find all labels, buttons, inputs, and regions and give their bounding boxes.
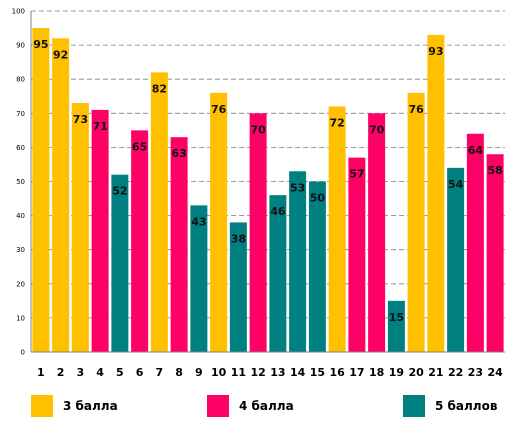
x-tick-label: 5 <box>116 366 124 379</box>
x-tick-label: 2 <box>57 366 65 379</box>
x-axis: 1 2 3 4 5 6 7 8 9 10 11 12 13 14 15 16 17 18 19 20 21 22 23 24 <box>31 351 505 379</box>
x-tick-label: 8 <box>175 366 183 379</box>
bar-15 <box>308 181 326 352</box>
bar-23 <box>466 133 484 352</box>
y-tick-label: 20 <box>16 280 25 288</box>
data-label-3: 73 <box>73 113 88 126</box>
data-label-10: 76 <box>211 103 227 116</box>
data-label-14: 53 <box>290 181 305 194</box>
legend-item-5: 5 баллов <box>403 394 497 418</box>
gridlines <box>31 10 505 319</box>
data-label-13: 46 <box>270 205 286 218</box>
x-tick-label: 16 <box>329 366 345 379</box>
legend-item-4: 4 балла <box>207 394 294 418</box>
bar-16 <box>328 106 346 352</box>
bar-6 <box>131 130 149 352</box>
bar-14 <box>289 171 307 352</box>
bar-22 <box>447 167 465 352</box>
bar-17 <box>348 157 366 352</box>
x-tick-label: 20 <box>408 366 424 379</box>
data-label-15: 50 <box>310 192 326 205</box>
bar-7 <box>150 72 168 352</box>
y-axis: 0 10 20 30 40 50 60 70 80 90 100 <box>12 8 32 357</box>
x-tick-label: 4 <box>96 366 104 379</box>
bar-18 <box>368 113 386 352</box>
y-tick-label: 50 <box>16 178 25 186</box>
x-tick-label: 6 <box>136 366 144 379</box>
x-tick-label: 23 <box>468 366 483 379</box>
bar-5 <box>111 174 129 352</box>
x-tick-label: 9 <box>195 366 203 379</box>
bar-2 <box>52 38 70 352</box>
x-tick-label: 22 <box>448 366 463 379</box>
x-tick-label: 17 <box>349 366 364 379</box>
x-tick-label: 14 <box>290 366 306 379</box>
y-tick-label: 10 <box>16 314 25 322</box>
y-tick-label: 0 <box>21 349 25 357</box>
bar-12 <box>249 113 267 352</box>
data-label-9: 43 <box>191 215 206 228</box>
x-tick-label: 11 <box>231 366 246 379</box>
x-tick-label: 3 <box>77 366 85 379</box>
data-label-24: 58 <box>487 164 502 177</box>
bar-13 <box>269 195 287 352</box>
bar-3 <box>71 103 89 352</box>
data-label-23: 64 <box>468 144 484 157</box>
data-label-12: 70 <box>250 123 266 136</box>
data-label-22: 54 <box>448 178 464 191</box>
data-label-11: 38 <box>231 232 246 245</box>
data-label-7: 82 <box>152 82 167 95</box>
bar-1 <box>32 28 50 353</box>
y-tick-label: 90 <box>16 42 25 50</box>
data-label-17: 57 <box>349 168 364 181</box>
y-tick-label: 70 <box>16 110 25 118</box>
legend: 3 балла 4 балла 5 баллов <box>0 394 509 424</box>
x-tick-label: 24 <box>487 366 503 379</box>
bar-8 <box>170 137 188 352</box>
y-tick-label: 30 <box>16 246 25 254</box>
data-label-2: 92 <box>53 48 68 61</box>
legend-swatch-5 <box>403 395 425 417</box>
data-label-18: 70 <box>369 123 385 136</box>
data-label-8: 63 <box>171 147 186 160</box>
y-tick-label: 40 <box>16 212 25 220</box>
legend-swatch-4 <box>207 395 229 417</box>
x-tick-label: 18 <box>369 366 384 379</box>
y-tick-label: 80 <box>16 76 25 84</box>
bar-11 <box>229 222 247 352</box>
data-label-20: 76 <box>408 103 424 116</box>
x-tick-label: 21 <box>428 366 443 379</box>
legend-label-4: 4 балла <box>239 399 294 413</box>
y-tick-label: 100 <box>12 8 25 16</box>
bar-20 <box>407 92 425 352</box>
bar-9 <box>190 205 208 352</box>
legend-label-3: 3 балла <box>63 399 118 413</box>
bar-24 <box>486 154 504 352</box>
bar-4 <box>91 109 109 352</box>
data-label-5: 52 <box>112 185 127 198</box>
x-tick-label: 1 <box>37 366 45 379</box>
data-label-1: 95 <box>33 38 48 51</box>
x-tick-label: 7 <box>156 366 164 379</box>
x-tick-label: 15 <box>310 366 325 379</box>
y-tick-label: 60 <box>16 144 25 152</box>
legend-swatch-3 <box>31 395 53 417</box>
data-label-19: 15 <box>389 311 404 324</box>
data-label-21: 93 <box>428 45 443 58</box>
x-tick-label: 10 <box>211 366 227 379</box>
x-tick-label: 13 <box>270 366 285 379</box>
x-tick-label: 19 <box>389 366 404 379</box>
bars: 95 92 73 71 52 65 82 63 43 76 38 70 46 53 50 72 57 70 15 76… <box>32 28 504 353</box>
bar-21 <box>427 34 445 353</box>
data-label-6: 65 <box>132 140 147 153</box>
legend-label-5: 5 баллов <box>435 399 498 413</box>
x-tick-label: 12 <box>250 366 265 379</box>
data-label-16: 72 <box>329 116 344 129</box>
bar-10 <box>210 92 228 352</box>
legend-item-3: 3 балла <box>31 394 118 418</box>
data-label-4: 71 <box>92 120 107 133</box>
bar-19 <box>387 300 405 352</box>
